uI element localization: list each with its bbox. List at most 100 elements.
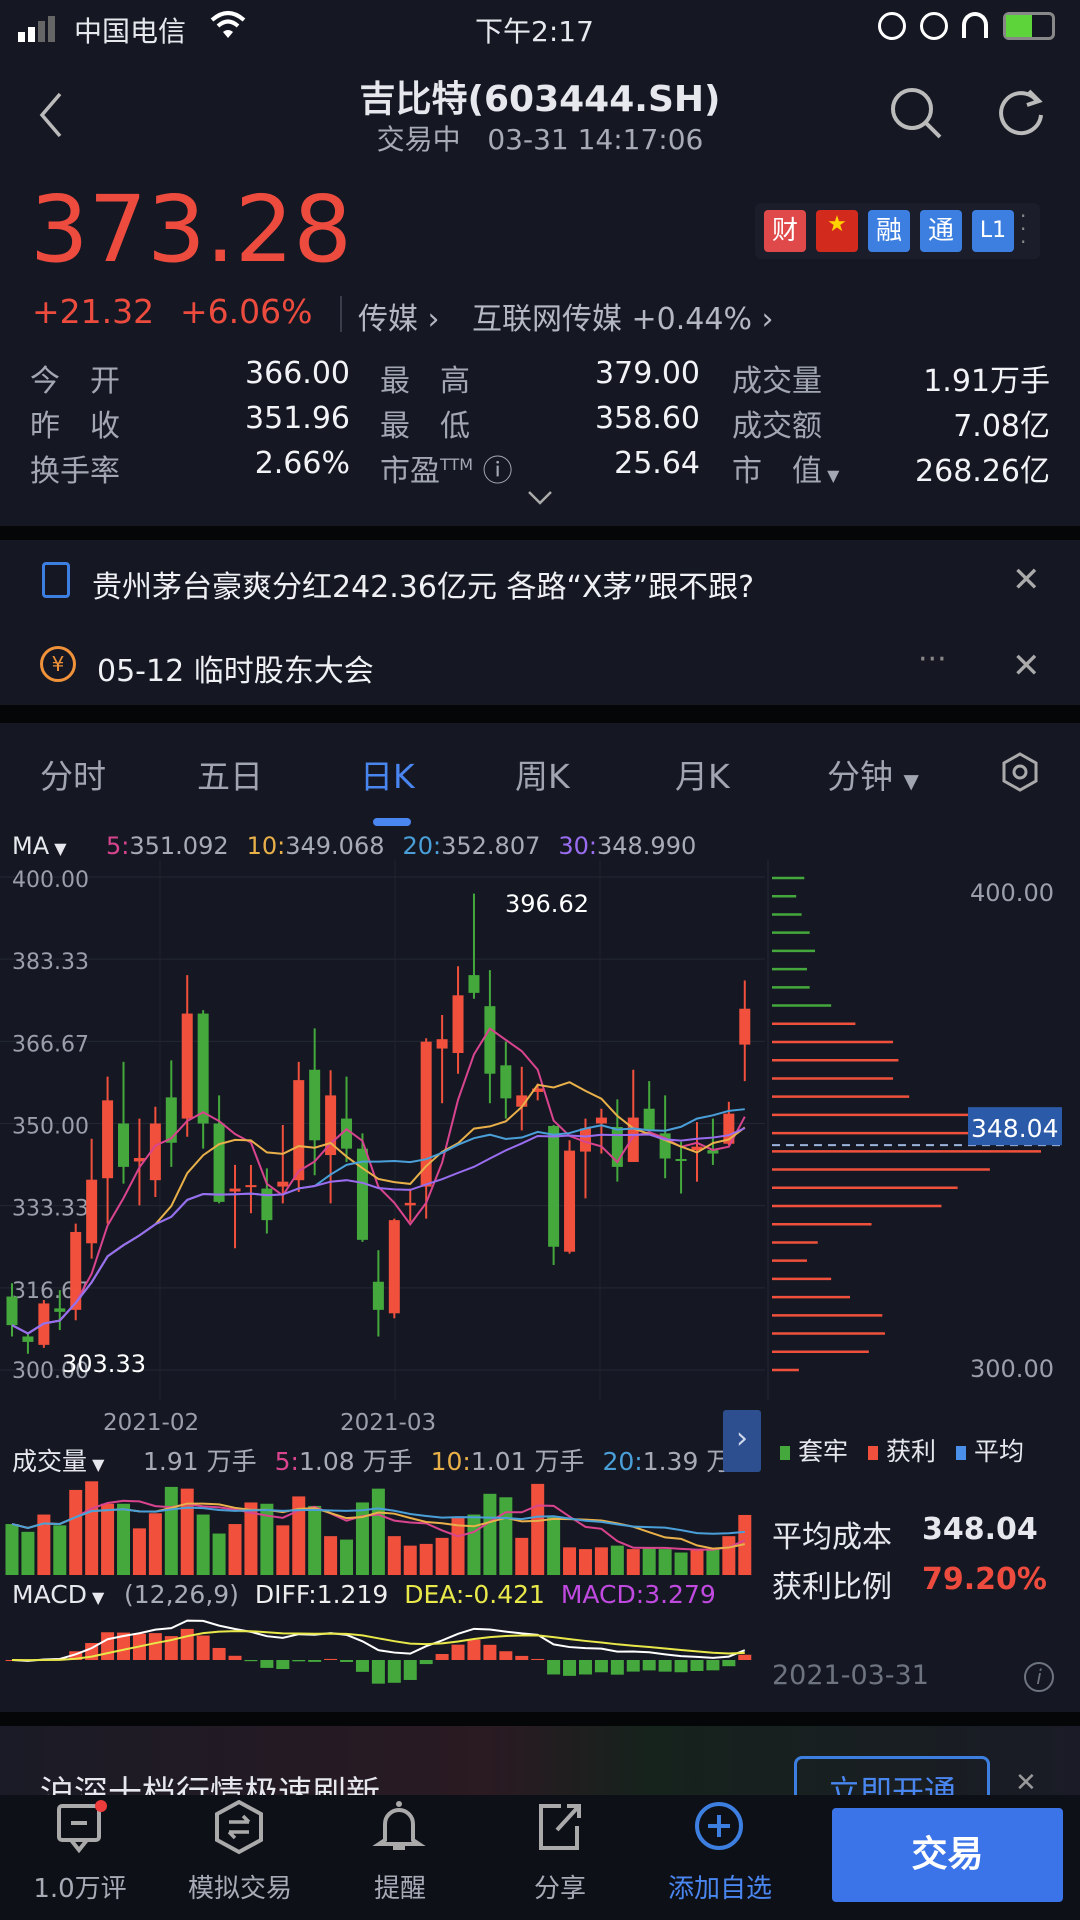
volume-bar (674, 1552, 688, 1575)
expand-right-button[interactable]: › (723, 1410, 761, 1472)
back-button[interactable] (36, 90, 66, 144)
volume-bar (355, 1502, 369, 1575)
tab-minute[interactable]: 分钟 ▼ (827, 757, 919, 796)
volume-bar (435, 1537, 449, 1575)
macd-bar (69, 1651, 83, 1660)
macd-bar (642, 1660, 656, 1671)
expand-chevron-icon[interactable] (525, 488, 555, 512)
tab-weekly-k[interactable]: 周K (515, 757, 570, 796)
candle-body (118, 1123, 130, 1167)
tab-daily-k[interactable]: 日K (360, 757, 415, 796)
info-icon[interactable]: ⓘ (473, 454, 513, 489)
macd-bar (547, 1660, 561, 1675)
volume-bar (515, 1537, 529, 1575)
volume-bar (148, 1513, 162, 1575)
volume-ma20-line (11, 1506, 745, 1535)
macd-bar (292, 1660, 306, 1662)
stock-title: 吉比特(603444.SH) (359, 79, 721, 120)
volume-bar (276, 1525, 290, 1575)
chip-price-label: 300.00 (970, 1355, 1054, 1383)
macd-bar (515, 1655, 529, 1660)
tab-five-day[interactable]: 五日 (197, 757, 263, 796)
comment-icon (57, 1800, 107, 1854)
divider (0, 705, 1080, 723)
y-tick-label: 350.00 (12, 1115, 89, 1140)
candle-body (659, 1133, 671, 1159)
volume-bar (403, 1545, 417, 1575)
close-icon[interactable]: ✕ (1015, 1768, 1037, 1796)
nav-item[interactable]: 提醒 (325, 1800, 475, 1905)
candle-body (707, 1150, 719, 1154)
candle-body (325, 1095, 337, 1156)
macd-diff: DIFF:1.219 (254, 1580, 389, 1609)
stat-label: 最 高 (380, 364, 470, 399)
badge-margin[interactable]: 融 (868, 210, 910, 252)
volume-bar (706, 1549, 720, 1575)
close-icon[interactable]: ✕ (1012, 560, 1041, 600)
macd-bar (244, 1660, 258, 1662)
stat-value: 351.96 (245, 401, 350, 436)
close-icon[interactable]: ✕ (1012, 646, 1041, 686)
more-icon[interactable]: ··· (1020, 204, 1027, 254)
badge-finance[interactable]: 财 (764, 210, 806, 252)
nav-item[interactable]: 1.0万评 (5, 1800, 155, 1905)
low-price-label: 303.33 (62, 1350, 146, 1378)
news-item[interactable]: 贵州茅台豪爽分红242.36亿元 各路“X茅”跟不跟? (92, 570, 755, 605)
macd-bar (722, 1660, 736, 1667)
candle-body (54, 1308, 66, 1312)
volume-bar (578, 1549, 592, 1575)
volume-bar (531, 1483, 545, 1575)
volume-selector[interactable]: 成交量 ▼ (12, 1447, 105, 1476)
trade-button[interactable]: 交易 (832, 1808, 1063, 1902)
stat-value: 2.66% (254, 446, 350, 481)
candle-body (468, 975, 480, 993)
volume-bar (626, 1549, 640, 1575)
active-tab-indicator (373, 818, 411, 826)
sector-link[interactable]: 传媒 › (358, 302, 440, 337)
refresh-icon[interactable] (995, 85, 1047, 145)
candle-body (70, 1231, 82, 1310)
macd-bar (387, 1660, 401, 1683)
badge-connect[interactable]: 通 (920, 210, 962, 252)
macd-bar (260, 1660, 274, 1668)
activate-button[interactable]: 立即开通 (794, 1756, 990, 1796)
macd-bar (435, 1653, 449, 1660)
volume-bar (467, 1514, 481, 1575)
china-flag-icon[interactable]: ★ (816, 210, 858, 252)
macd-bar (451, 1644, 465, 1660)
info-icon[interactable]: i (1024, 1662, 1054, 1692)
dropdown-icon[interactable]: ▼ (822, 466, 840, 485)
macd-bar (117, 1632, 131, 1660)
nav-item[interactable]: 添加自选 (645, 1800, 795, 1905)
volume-bar (164, 1486, 178, 1575)
promo-banner[interactable]: 沪深十档行情极速刷新 立即开通 ✕ (0, 1726, 1080, 1796)
add-circle-icon (695, 1802, 743, 1850)
ma-selector[interactable]: MA ▼ (12, 832, 67, 860)
kline-chart[interactable]: 400.00383.33366.67350.00333.33316.67300.… (0, 860, 1080, 1712)
candle-body (516, 1095, 528, 1107)
stat-value: 1.91万手 (923, 364, 1050, 399)
search-icon[interactable] (888, 85, 944, 145)
event-item[interactable]: 05-12 临时股东大会 (97, 654, 374, 689)
ma-legend-item: 20:352.807 (402, 832, 541, 860)
macd-selector[interactable]: MACD ▼ (12, 1580, 105, 1609)
divider (0, 526, 1080, 540)
macd-bar (578, 1660, 592, 1675)
macd-bar (196, 1635, 210, 1660)
tab-intraday[interactable]: 分时 (40, 757, 106, 796)
swap-icon (215, 1799, 263, 1855)
macd-bar (610, 1660, 624, 1675)
volume-bar (642, 1548, 656, 1575)
nav-item[interactable]: 模拟交易 (165, 1799, 315, 1905)
nav-item[interactable]: 分享 (485, 1800, 635, 1905)
volume-bar (5, 1524, 19, 1575)
clock-time: 下午2:17 (475, 15, 594, 48)
industry-link[interactable]: 互联网传媒 +0.44% › (472, 302, 774, 337)
stat-value: 25.64 (614, 446, 700, 481)
macd-bar (499, 1651, 513, 1660)
tab-monthly-k[interactable]: 月K (675, 757, 730, 796)
badge-level1[interactable]: L1 (972, 210, 1014, 252)
more-icon[interactable]: ··· (918, 642, 947, 677)
settings-icon[interactable] (1002, 752, 1038, 796)
candle-body (388, 1220, 400, 1314)
